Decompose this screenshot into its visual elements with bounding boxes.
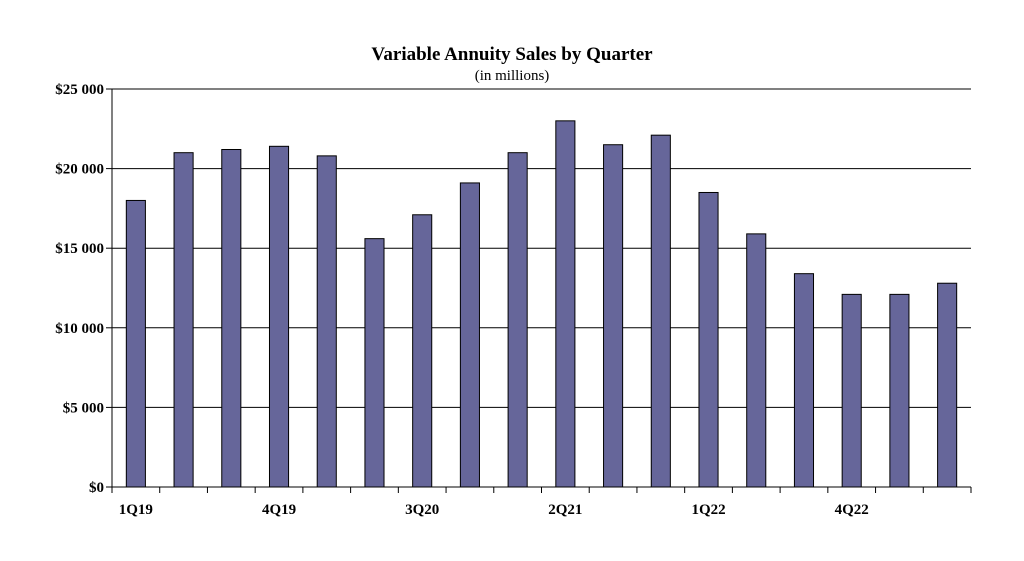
- y-tick-label: $25 000: [55, 82, 104, 98]
- bar-2Q20: [364, 238, 385, 488]
- bar-1Q19: [125, 199, 146, 488]
- y-tick-label: $5 000: [63, 400, 104, 416]
- x-tick-label: 1Q22: [691, 502, 725, 518]
- bar-2Q22: [746, 233, 767, 488]
- x-tick-label: 1Q19: [119, 502, 153, 518]
- bar-1Q20: [316, 155, 337, 488]
- chart-title: Variable Annuity Sales by Quarter: [371, 44, 653, 65]
- bar-3Q20: [412, 214, 433, 488]
- chart-subtitle: (in millions): [474, 68, 550, 84]
- bar-3Q21: [603, 144, 624, 488]
- tick-labels: $0 $5 000 $10 000 $15 000 $20 000 $25 000 1Q19…: [55, 82, 869, 518]
- bar-1Q22: [698, 191, 719, 488]
- bar-1Q23: [889, 293, 910, 488]
- bar-4Q22: [841, 293, 862, 488]
- y-tick-label: $20 000: [55, 162, 104, 178]
- bar-4Q20: [459, 182, 480, 488]
- bar-3Q22: [793, 273, 815, 488]
- bars: [125, 120, 958, 488]
- bar-2Q21: [555, 120, 576, 488]
- bar-4Q21: [650, 134, 671, 488]
- x-tick-label: 4Q22: [835, 502, 869, 518]
- x-tick-label: 3Q20: [405, 502, 439, 518]
- x-tick-label: 4Q19: [262, 502, 296, 518]
- y-tick-label: $15 000: [55, 241, 104, 257]
- x-tick-label: 2Q21: [548, 502, 582, 518]
- y-tick-label: $10 000: [55, 321, 104, 337]
- bar-2Q19: [173, 152, 194, 488]
- y-tick-label: $0: [89, 480, 104, 496]
- bar-4Q19: [268, 145, 290, 488]
- bar-1Q21: [507, 152, 528, 488]
- bar-3Q19: [221, 148, 242, 488]
- bar-2Q23: [937, 282, 958, 488]
- gridlines: [112, 88, 971, 408]
- axes: [106, 88, 972, 493]
